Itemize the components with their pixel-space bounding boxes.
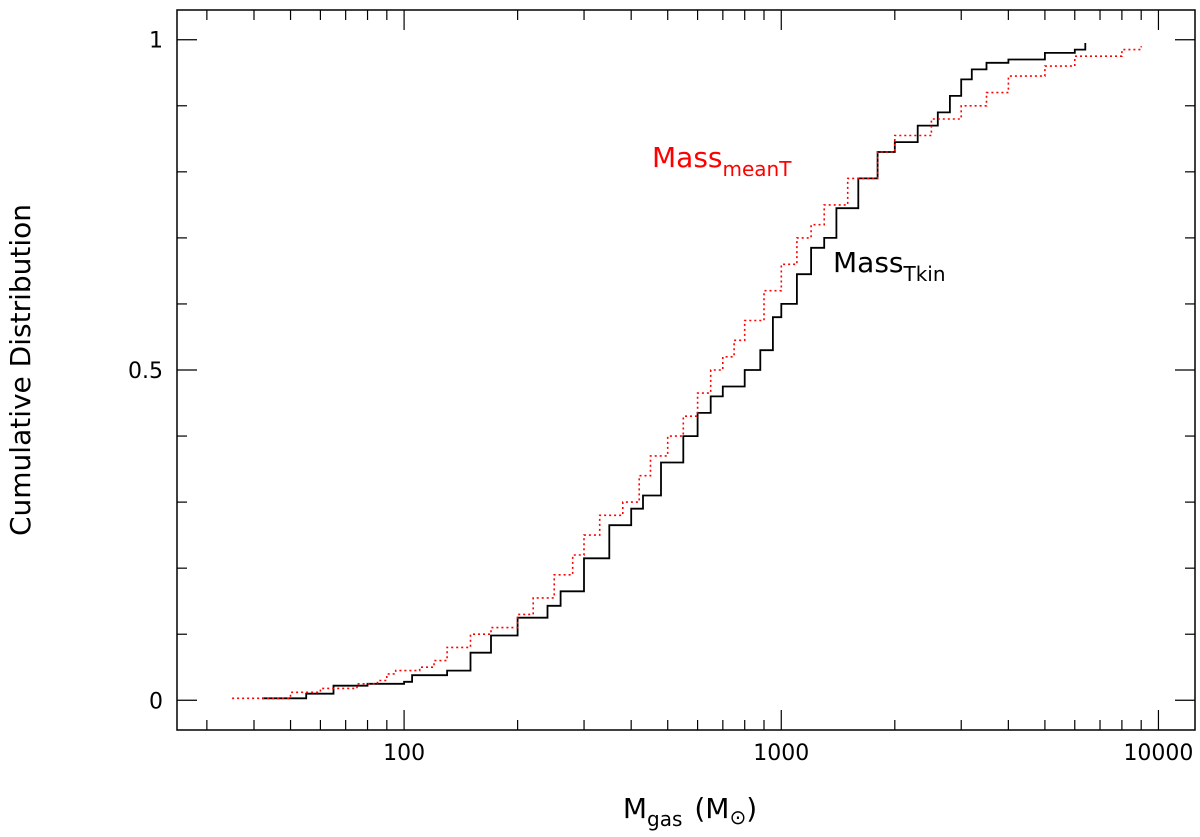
x-axis-label-unit-open: (M — [694, 792, 729, 825]
series-line-tkin — [262, 43, 1087, 700]
ticks-layer: 100 1000 10000 0 0.5 1 — [128, 10, 1195, 766]
series-label-tkin: MassTkin — [833, 246, 946, 286]
x-axis-label-unit-symbol: ⊙ — [729, 805, 746, 829]
y-axis-label: Cumulative Distribution — [4, 204, 37, 536]
series-label-meant-main: Mass — [652, 141, 723, 174]
x-tick-label: 1000 — [753, 741, 809, 766]
series-layer — [232, 43, 1142, 700]
x-axis-label: Mgas (M⊙) — [623, 792, 757, 831]
x-axis-label-main: M — [623, 792, 647, 825]
x-axis-label-unit-close: ) — [746, 792, 757, 825]
y-tick-label: 0 — [149, 689, 163, 714]
y-tick-label: 1 — [149, 29, 163, 54]
x-tick-label: 100 — [383, 741, 425, 766]
series-label-meant-sub: meanT — [723, 157, 793, 181]
plot-frame — [176, 9, 1196, 731]
x-axis-label-sub: gas — [647, 807, 682, 831]
x-tick-label: 10000 — [1123, 741, 1193, 766]
series-label-tkin-main: Mass — [833, 246, 904, 279]
series-label-meant: MassmeanT — [652, 141, 792, 181]
y-tick-label: 0.5 — [128, 359, 163, 384]
series-label-tkin-sub: Tkin — [903, 262, 946, 286]
